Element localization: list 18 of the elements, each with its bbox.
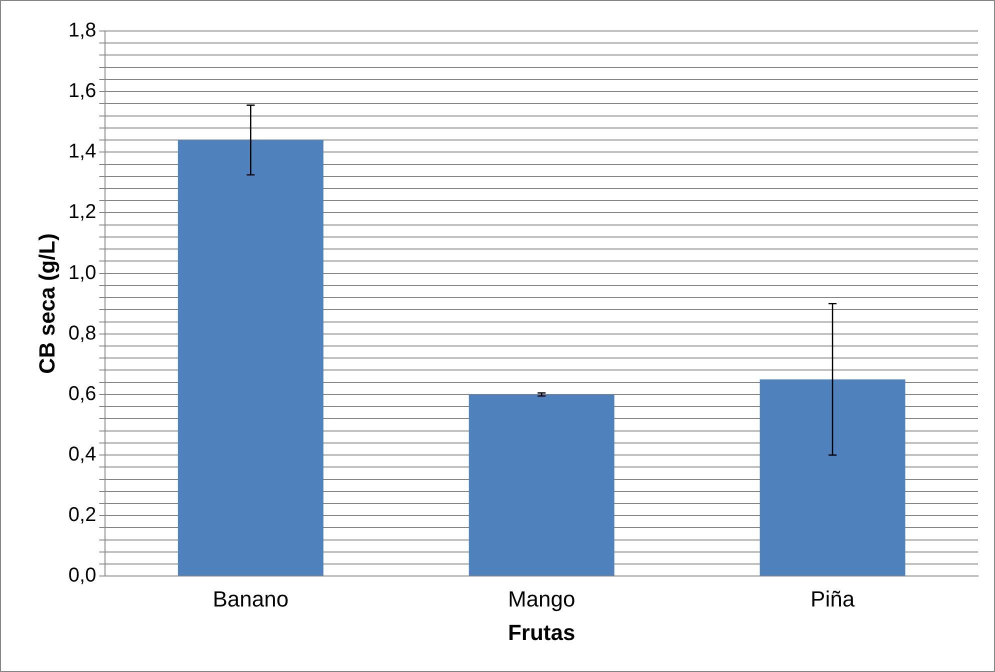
y-tick-label: 0,6 <box>68 382 96 405</box>
x-tick-label: Mango <box>508 586 576 612</box>
x-tick-label: Banano <box>212 586 289 612</box>
y-tick-label: 1,6 <box>68 80 96 102</box>
x-tick-label: Piña <box>810 586 856 612</box>
x-axis-title: Frutas <box>508 620 576 645</box>
y-axis-title: CB seca (g/L) <box>34 233 60 374</box>
bar <box>468 394 614 576</box>
y-tick-label: 0,8 <box>68 322 96 344</box>
y-tick-label: 1,4 <box>68 140 96 163</box>
y-tick-label: 1,0 <box>68 262 96 284</box>
y-tick-label: 0,2 <box>68 504 96 526</box>
bar <box>178 140 324 576</box>
y-tick-label: 0,0 <box>68 564 96 587</box>
y-tick-label: 1,2 <box>68 201 96 224</box>
y-tick-label: 1,8 <box>68 20 96 42</box>
bar <box>760 379 906 576</box>
y-tick-label: 0,4 <box>68 444 96 466</box>
